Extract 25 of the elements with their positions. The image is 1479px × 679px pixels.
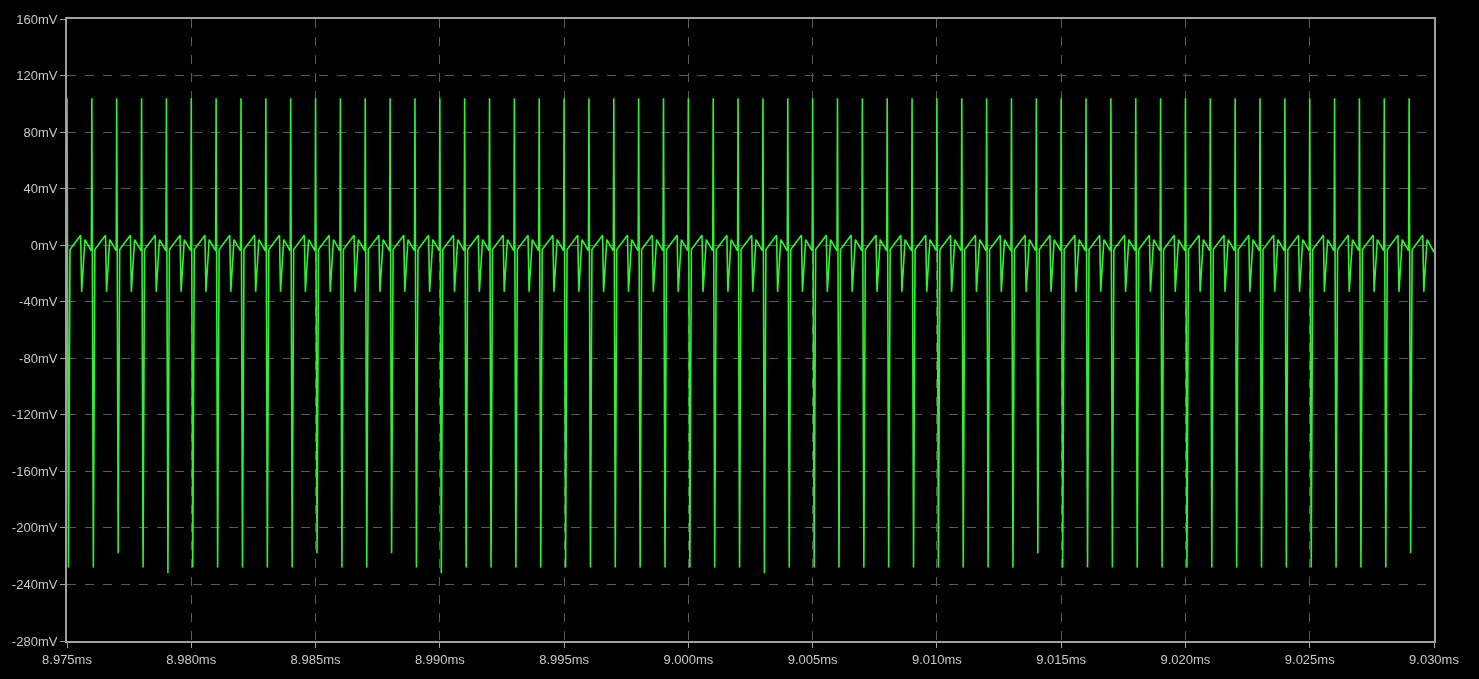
x-tick-label: 8.990ms <box>414 651 466 667</box>
y-tick-label: 120mV <box>16 68 58 84</box>
y-tick-label: -280mV <box>11 633 58 649</box>
y-tick-label: 40mV <box>23 181 58 197</box>
x-tick-label: 9.010ms <box>911 651 963 667</box>
y-tick-label: 160mV <box>16 11 58 27</box>
x-tick-label: 9.005ms <box>787 651 839 667</box>
x-tick-label: 9.030ms <box>1409 651 1460 667</box>
x-tick-label: 8.980ms <box>166 651 217 667</box>
x-tick-label: 9.015ms <box>1036 651 1087 667</box>
line-series <box>67 97 1434 574</box>
y-tick-label: -160mV <box>11 463 58 479</box>
y-tick-label: -200mV <box>11 520 58 536</box>
x-tick-label: 9.025ms <box>1284 651 1336 667</box>
x-tick-label: 9.020ms <box>1160 651 1211 667</box>
x-tick-label: 8.995ms <box>539 651 590 667</box>
y-tick-label: 0mV <box>30 237 58 253</box>
x-tick-label: 9.000ms <box>663 651 714 667</box>
y-tick-label: -80mV <box>19 350 58 366</box>
x-tick-label: 8.985ms <box>290 651 341 667</box>
y-tick-label: -40mV <box>19 294 58 310</box>
x-tick-label: 8.975ms <box>42 651 93 667</box>
y-tick-label: -240mV <box>11 577 58 592</box>
y-tick-label: -120mV <box>11 407 58 423</box>
y-tick-label: 80mV <box>23 124 58 140</box>
